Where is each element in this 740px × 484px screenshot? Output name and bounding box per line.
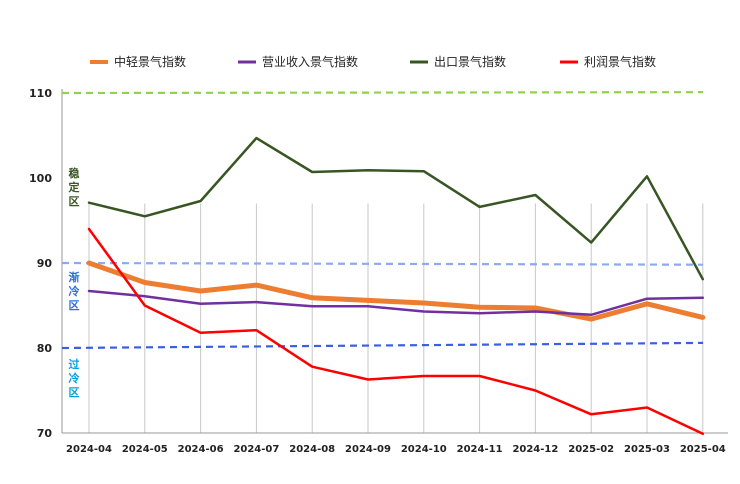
series-line-3 <box>87 136 705 281</box>
y-tick-label: 80 <box>37 342 53 355</box>
x-tick-label: 2024-07 <box>233 444 279 455</box>
x-tick-label: 2025-03 <box>624 444 670 455</box>
zone-label-3: 过冷区 <box>69 357 80 399</box>
legend-label-2: 营业收入景气指数 <box>262 54 358 69</box>
axes <box>61 89 728 434</box>
reference-line-3 <box>61 341 704 350</box>
x-tick-label: 2024-12 <box>512 444 558 455</box>
legend-label-1: 中轻景气指数 <box>114 54 186 69</box>
reference-lines <box>61 91 704 350</box>
zone-label-1: 稳定区 <box>69 166 80 208</box>
legend: 中轻景气指数 营业收入景气指数 出口景气指数 利润景气指数 <box>90 54 656 69</box>
grid <box>88 203 704 433</box>
x-tick-label: 2024-04 <box>66 444 112 455</box>
reference-line-2 <box>61 261 704 266</box>
y-tick-label: 70 <box>37 427 53 440</box>
reference-line-1 <box>61 91 704 95</box>
x-tick-label: 2024-09 <box>345 444 391 455</box>
legend-label-4: 利润景气指数 <box>584 54 656 69</box>
zone-label-2: 渐冷区 <box>69 270 80 312</box>
series-line-2 <box>87 289 705 317</box>
x-tick-label: 2024-08 <box>289 444 335 455</box>
series-line-4 <box>87 227 705 436</box>
tick-labels: 70 80 90 100 110 2024-04 2024-05 2024-06 2024-07… <box>29 87 726 455</box>
y-tick-label: 110 <box>29 87 52 100</box>
x-tick-label: 2024-11 <box>457 444 503 455</box>
x-tick-label: 2024-10 <box>401 444 447 455</box>
y-tick-label: 90 <box>37 257 53 270</box>
series-group <box>86 136 706 436</box>
x-tick-label: 2024-05 <box>122 444 168 455</box>
x-tick-label: 2024-06 <box>178 444 224 455</box>
x-tick-label: 2025-02 <box>568 444 614 455</box>
y-tick-label: 100 <box>29 172 52 185</box>
series-line-1 <box>86 260 706 322</box>
x-tick-label: 2025-04 <box>680 444 726 455</box>
legend-label-3: 出口景气指数 <box>434 54 506 69</box>
